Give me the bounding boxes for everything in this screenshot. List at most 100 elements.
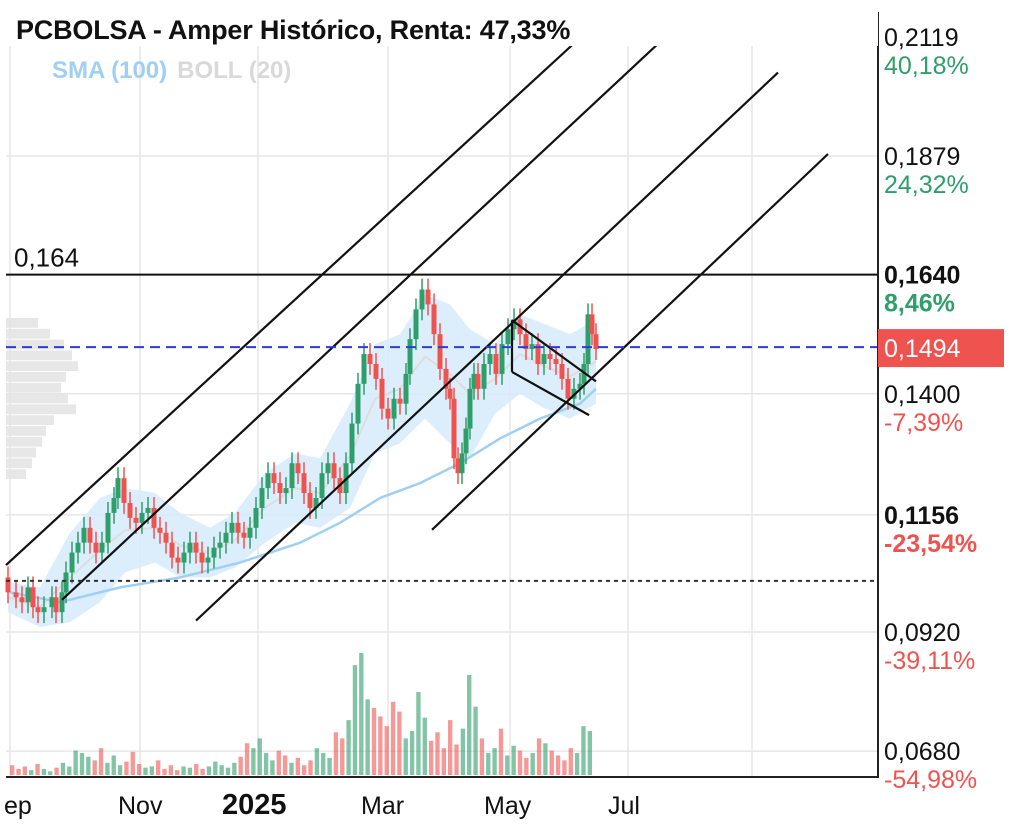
- sma-line: [9, 387, 597, 604]
- y-axis-price-label: 0,1879: [884, 143, 960, 171]
- volume-bar: [352, 665, 358, 775]
- volume-bar: [448, 720, 453, 775]
- candle-body: [373, 363, 379, 379]
- candle-body: [455, 458, 461, 474]
- candle-body: [553, 359, 559, 364]
- volume-bar: [378, 716, 383, 775]
- candle-body: [53, 597, 59, 613]
- candle-body: [447, 388, 453, 399]
- candle-body: [593, 334, 599, 350]
- legend-boll[interactable]: BOLL (20): [177, 57, 292, 84]
- candle-body: [295, 463, 301, 474]
- candle-body: [283, 488, 289, 494]
- volume-bar: [130, 751, 135, 775]
- candle-body: [87, 527, 93, 543]
- candle-body: [99, 542, 105, 553]
- volume-bar: [397, 711, 402, 775]
- volume-bar: [289, 762, 294, 775]
- volume-bar: [16, 768, 21, 775]
- candle-body: [241, 532, 247, 538]
- volume-bar: [295, 757, 300, 775]
- legend-sma[interactable]: SMA (100): [52, 57, 168, 84]
- volume-bar: [435, 732, 440, 775]
- candle-body: [499, 344, 505, 374]
- wedge-line: [511, 370, 590, 417]
- volume-bar: [543, 743, 548, 775]
- candle-body: [585, 314, 591, 364]
- candle-body: [355, 383, 361, 424]
- candle-body: [361, 354, 367, 384]
- volume-bar: [143, 767, 148, 775]
- candle-body: [139, 512, 145, 523]
- volume-bar: [409, 731, 415, 775]
- volume-profile-bar: [6, 339, 64, 350]
- chart-title: PCBOLSA - Amper Histórico, Renta: 47,33%: [16, 15, 571, 45]
- candle-body: [259, 488, 265, 508]
- volume-bar: [454, 744, 459, 775]
- candle-body: [25, 587, 31, 603]
- volume-profile-bar: [6, 436, 42, 447]
- candle-body: [289, 463, 295, 489]
- volume-bar: [136, 764, 142, 775]
- candle-body: [425, 289, 431, 305]
- volume-bar: [79, 753, 85, 775]
- candle-body: [133, 517, 139, 523]
- candle-body: [69, 552, 75, 573]
- volume-bar: [29, 770, 34, 775]
- x-axis-tick-label: ep: [4, 792, 32, 820]
- candle-body: [451, 398, 457, 459]
- volume-bar: [555, 755, 561, 775]
- volume-bar: [10, 765, 15, 775]
- volume-bar: [359, 653, 364, 775]
- title-bar: PCBOLSA - Amper Histórico, Renta: 47,33%: [6, 6, 878, 46]
- candle-body: [13, 592, 19, 598]
- candle-body: [589, 314, 595, 335]
- volume-profile-bar: [6, 328, 50, 339]
- volume-profile-bar: [6, 382, 61, 393]
- volume-bar: [549, 750, 554, 775]
- candle-body: [523, 334, 529, 350]
- candle-body: [93, 542, 99, 553]
- candle-body: [325, 463, 331, 474]
- volume-bar: [321, 753, 326, 775]
- candle-body: [505, 329, 511, 345]
- candle-body: [217, 542, 223, 548]
- volume-bar: [73, 750, 78, 775]
- candle-body: [397, 398, 403, 404]
- x-axis-tick-label: Nov: [118, 792, 163, 820]
- volume-bar: [460, 728, 466, 775]
- volume-bar: [314, 748, 320, 775]
- volume-bar: [486, 753, 491, 775]
- candle-body: [175, 557, 181, 563]
- candle-body: [391, 398, 397, 419]
- volume-bar: [428, 740, 434, 775]
- candle-body: [181, 552, 187, 563]
- candle-body: [481, 363, 487, 389]
- volume-bar: [162, 768, 167, 775]
- volume-bar: [403, 738, 408, 775]
- candle-body: [115, 478, 121, 499]
- wedge-line: [511, 319, 597, 383]
- volume-bar: [574, 753, 580, 775]
- y-axis-percent-label: -7,39%: [884, 409, 963, 437]
- volume-profile-bar: [6, 404, 76, 415]
- volume-bar: [270, 760, 275, 775]
- volume-bar: [492, 748, 497, 775]
- volume-bar: [327, 757, 332, 775]
- volume-bar: [333, 732, 339, 775]
- candle-body: [407, 339, 413, 374]
- candle-body: [385, 408, 391, 419]
- candle-body: [577, 383, 583, 389]
- candle-body: [529, 344, 535, 350]
- candle-body: [223, 532, 229, 543]
- y-axis-percent-label: 40,18%: [884, 52, 969, 80]
- candle-body: [121, 478, 127, 503]
- volume-profile-bar: [6, 458, 32, 469]
- volume-bar: [390, 701, 396, 775]
- candle-body: [157, 527, 163, 533]
- candle-body: [59, 592, 65, 613]
- candle-body: [163, 532, 169, 543]
- candle-body: [187, 542, 193, 553]
- volume-bar: [441, 748, 446, 775]
